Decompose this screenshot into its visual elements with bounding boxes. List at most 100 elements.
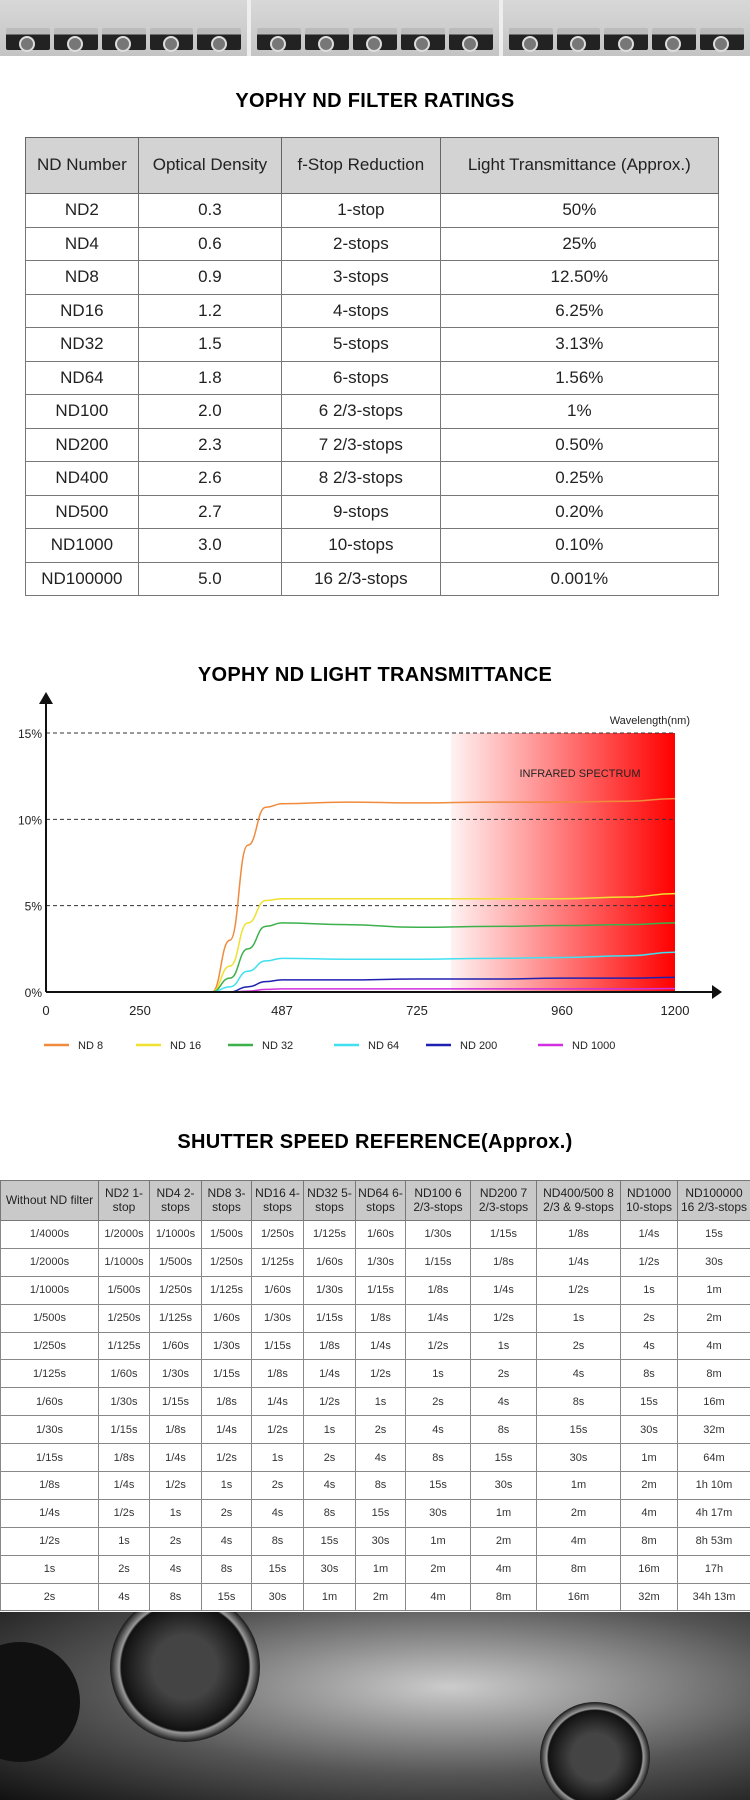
table-cell: 1/60s bbox=[303, 1247, 356, 1277]
table-cell: 2.0 bbox=[137, 394, 283, 429]
table-cell: 1s bbox=[98, 1526, 150, 1556]
table-cell: 4s bbox=[201, 1526, 252, 1556]
column-header: ND32 5-stops bbox=[303, 1180, 356, 1221]
legend-label: ND 16 bbox=[170, 1040, 201, 1052]
table-cell: 1s bbox=[405, 1359, 471, 1389]
table-cell: ND400 bbox=[25, 461, 139, 496]
nd-ratings-table: ND Number Optical Density f-Stop Reduction… bbox=[25, 137, 720, 596]
column-header: ND8 3-stops bbox=[201, 1180, 252, 1221]
table-cell: 1/8s bbox=[201, 1387, 252, 1417]
table-cell: 8s bbox=[620, 1359, 678, 1389]
table-cell: ND100000 bbox=[25, 561, 139, 596]
table-cell: 8m bbox=[536, 1554, 621, 1584]
column-header: ND200 7 2/3-stops bbox=[470, 1180, 537, 1221]
camera-body-image bbox=[0, 1642, 80, 1762]
table-cell: 1/125s bbox=[149, 1303, 202, 1333]
table-cell: 1/60s bbox=[355, 1220, 406, 1249]
table-cell: 4s bbox=[536, 1359, 621, 1389]
table-cell: 8m bbox=[677, 1359, 750, 1389]
table-row: ND32 1.5 5-stops 3.13% bbox=[25, 327, 720, 362]
table-cell: 1/250s bbox=[201, 1247, 252, 1277]
table-cell: 2m bbox=[620, 1471, 678, 1500]
table-cell: ND8 bbox=[25, 260, 139, 295]
table-cell: 1/2000s bbox=[98, 1220, 150, 1249]
table-cell: 2s bbox=[470, 1359, 537, 1389]
table-cell: 0.9 bbox=[137, 260, 283, 295]
table-cell: 2s bbox=[149, 1526, 202, 1556]
table-cell: 1/2s bbox=[405, 1331, 471, 1361]
table-cell: 2m bbox=[536, 1498, 621, 1528]
table-cell: 30s bbox=[251, 1582, 304, 1612]
table-cell: 1/4s bbox=[201, 1415, 252, 1445]
table-cell: 8s bbox=[149, 1582, 202, 1612]
column-header: ND100 6 2/3-stops bbox=[405, 1180, 471, 1221]
table-row: ND1000 3.0 10-stops 0.10% bbox=[25, 528, 720, 563]
table-cell: 1/125s bbox=[303, 1220, 356, 1249]
table-cell: 0.20% bbox=[439, 494, 720, 529]
table-cell: 4h 17m bbox=[677, 1498, 750, 1528]
column-header: ND4 2-stops bbox=[149, 1180, 202, 1221]
camera-shelf-photo bbox=[0, 0, 750, 56]
table-cell: 1/60s bbox=[149, 1331, 202, 1361]
table-cell: 1/2s bbox=[98, 1498, 150, 1528]
y-tick-label: 10% bbox=[18, 813, 42, 827]
table-cell: 2s bbox=[201, 1498, 252, 1528]
table-row: 1/500s 1/250s 1/125s 1/60s 1/30s 1/15s 1/8s 1/4… bbox=[0, 1303, 750, 1333]
table-cell: 1/2s bbox=[303, 1387, 356, 1417]
y-axis-arrow bbox=[39, 692, 53, 704]
table-cell: 1s bbox=[620, 1275, 678, 1305]
column-header: ND100000 16 2/3-stops bbox=[677, 1180, 750, 1221]
table-cell: 1/8s bbox=[98, 1443, 150, 1473]
table-row: 1/125s 1/60s 1/30s 1/15s 1/8s 1/4s 1/2s 1s 2s 4s 8… bbox=[0, 1359, 750, 1389]
table-cell: 1/2s bbox=[536, 1275, 621, 1305]
table-cell: 1/4s bbox=[0, 1498, 99, 1528]
table-cell: 25% bbox=[439, 226, 720, 261]
x-axis-label: Wavelength(nm) bbox=[610, 715, 690, 727]
table-cell: 1/2s bbox=[0, 1526, 99, 1556]
table-cell: 16 2/3-stops bbox=[281, 561, 441, 596]
table-cell: 1/8s bbox=[355, 1303, 406, 1333]
shelf-panel bbox=[502, 0, 750, 56]
table-cell: 32m bbox=[677, 1415, 750, 1445]
table-cell: 0.10% bbox=[439, 528, 720, 563]
table-cell: 1/8s bbox=[303, 1331, 356, 1361]
table-cell: 1/250s bbox=[149, 1275, 202, 1305]
table-cell: 8s bbox=[303, 1498, 356, 1528]
table-row: ND200 2.3 7 2/3-stops 0.50% bbox=[25, 427, 720, 462]
table-cell: 30s bbox=[536, 1443, 621, 1473]
table-cell: 15s bbox=[201, 1582, 252, 1612]
table-cell: 1/15s bbox=[303, 1303, 356, 1333]
table-row: ND8 0.9 3-stops 12.50% bbox=[25, 260, 720, 295]
table-cell: 1/500s bbox=[98, 1275, 150, 1305]
table-cell: 1/1000s bbox=[149, 1220, 202, 1249]
table-cell: 50% bbox=[439, 193, 720, 228]
table-cell: 2m bbox=[355, 1582, 406, 1612]
table-cell: 1/30s bbox=[251, 1303, 304, 1333]
table-cell: 15s bbox=[620, 1387, 678, 1417]
table-cell: 8s bbox=[355, 1471, 406, 1500]
table-cell: 9-stops bbox=[281, 494, 441, 529]
table-cell: 1m bbox=[355, 1554, 406, 1584]
column-header: ND1000 10-stops bbox=[620, 1180, 678, 1221]
table-cell: 1/15s bbox=[470, 1220, 537, 1249]
table-cell: 1s bbox=[251, 1443, 304, 1473]
table-cell: 1/8s bbox=[470, 1247, 537, 1277]
table-cell: 0.25% bbox=[439, 461, 720, 496]
table-cell: 1/2s bbox=[201, 1443, 252, 1473]
table-cell: 1s bbox=[0, 1554, 99, 1584]
table-cell: 4s bbox=[251, 1498, 304, 1528]
table-cell: 17h bbox=[677, 1554, 750, 1584]
table-cell: 8m bbox=[470, 1582, 537, 1612]
table-cell: 30s bbox=[355, 1526, 406, 1556]
table-cell: 2s bbox=[303, 1443, 356, 1473]
table-cell: ND1000 bbox=[25, 528, 139, 563]
table-cell: 2m bbox=[405, 1554, 471, 1584]
table-cell: 1/4s bbox=[98, 1471, 150, 1500]
table-cell: 1/8s bbox=[536, 1220, 621, 1249]
table-row: 1/15s 1/8s 1/4s 1/2s 1s 2s 4s 8s 15s 30s 1m 64m bbox=[0, 1443, 750, 1473]
legend-label: ND 64 bbox=[368, 1040, 399, 1052]
x-axis-arrow bbox=[712, 985, 722, 999]
table-cell: 12.50% bbox=[439, 260, 720, 295]
table-row: 1/60s 1/30s 1/15s 1/8s 1/4s 1/2s 1s 2s 4s 8s 15s 16… bbox=[0, 1387, 750, 1417]
table-row: 2s 4s 8s 15s 30s 1m 2m 4m 8m 16m 32m 34h 13m bbox=[0, 1582, 750, 1612]
